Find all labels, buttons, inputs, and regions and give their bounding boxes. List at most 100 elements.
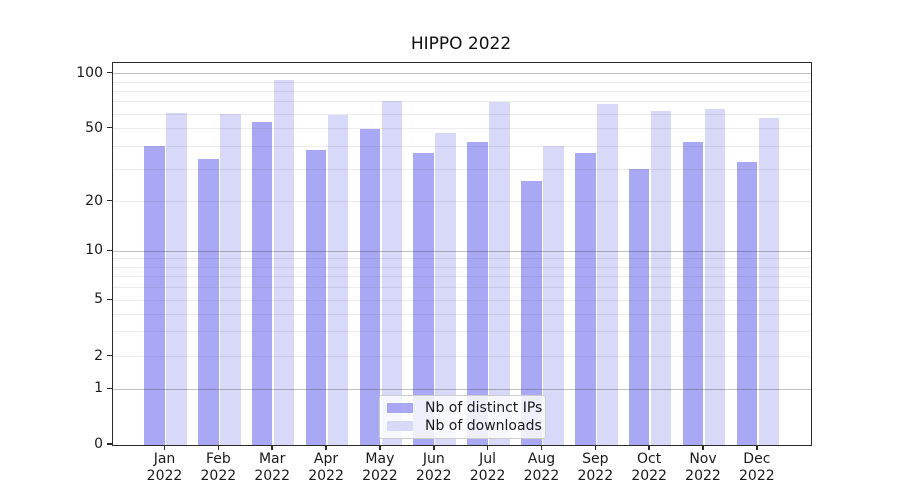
y-tick-label-10: 10 (85, 242, 103, 259)
x-tick-year: 2022 (415, 467, 452, 484)
major-gridline-1 (113, 388, 811, 390)
x-tick-label-oct: Oct 2022 (617, 451, 681, 484)
x-tick-year: 2022 (469, 467, 506, 484)
x-tick-mark-apr (325, 445, 327, 450)
x-tick-year: 2022 (685, 467, 721, 484)
bar-ips-feb (198, 159, 219, 445)
x-tick-label-aug: Aug 2022 (509, 451, 573, 484)
x-tick-month: Dec (743, 451, 771, 467)
bar-ips-jul (467, 142, 488, 445)
x-tick-label-jun: Jun 2022 (402, 451, 466, 484)
bar-ips-apr (305, 150, 327, 445)
legend-swatch-downloads-icon (387, 421, 413, 431)
minor-gridline-50 (113, 128, 811, 129)
x-tick-mark-aug (540, 445, 543, 450)
x-tick-mark-dec (756, 445, 758, 450)
y-tick-label-0: 0 (94, 436, 103, 452)
x-tick-year: 2022 (200, 467, 237, 484)
x-tick-mark-may (379, 445, 381, 450)
minor-gridline-4 (113, 313, 811, 315)
bar-ips-aug (521, 180, 542, 445)
bar-downloads-oct (650, 111, 672, 445)
minor-gridline-5 (113, 299, 811, 301)
x-tick-month: Nov (689, 451, 717, 467)
y-tick-mark-50 (106, 126, 112, 129)
x-tick-year: 2022 (362, 467, 398, 484)
y-tick-mark-2 (106, 354, 112, 357)
x-tick-label-may: May 2022 (348, 451, 412, 484)
y-tick-mark-0 (106, 443, 112, 445)
bar-ips-oct (628, 169, 650, 445)
minor-gridline-2 (113, 356, 811, 358)
bar-downloads-sep (597, 104, 618, 445)
minor-gridline-70 (113, 101, 811, 103)
bar-downloads-mar (273, 80, 295, 445)
y-tick-mark-100 (106, 71, 112, 74)
x-tick-label-feb: Feb 2022 (186, 451, 250, 484)
legend-label-downloads: Nb of downloads (425, 418, 542, 434)
bar-downloads-jun (435, 133, 457, 445)
y-tick-label-100: 100 (76, 64, 103, 81)
x-tick-mark-jan (163, 445, 166, 450)
x-tick-year: 2022 (308, 467, 344, 484)
bar-downloads-dec (758, 118, 780, 445)
x-tick-month: Jan (153, 451, 176, 467)
y-tick-label-2: 2 (94, 347, 103, 364)
x-tick-month: Sep (582, 451, 609, 467)
bar-ips-jan (144, 146, 165, 445)
bar-ips-mar (251, 122, 273, 445)
x-tick-label-dec: Dec 2022 (725, 451, 789, 484)
x-tick-label-jan: Jan 2022 (133, 451, 197, 484)
x-tick-month: Mar (258, 451, 286, 467)
bar-downloads-aug (543, 146, 564, 445)
x-tick-mark-feb (217, 445, 220, 450)
legend-label-distinct-ips: Nb of distinct IPs (425, 400, 543, 416)
plot-area: Nb of distinct IPs Nb of downloads (112, 62, 812, 446)
y-tick-mark-20 (106, 199, 112, 202)
minor-gridline-40 (113, 145, 811, 147)
x-tick-year: 2022 (631, 467, 667, 484)
bar-ips-sep (575, 152, 596, 445)
y-tick-mark-1 (106, 387, 112, 390)
x-tick-month: Apr (313, 451, 339, 467)
x-tick-label-mar: Mar 2022 (240, 451, 304, 484)
y-tick-mark-5 (106, 298, 112, 301)
bar-downloads-may (381, 100, 403, 445)
minor-gridline-80 (113, 90, 811, 92)
minor-gridline-30 (113, 168, 811, 170)
x-tick-label-nov: Nov 2022 (671, 451, 735, 484)
bar-downloads-nov (704, 108, 726, 445)
y-tick-label-50: 50 (85, 119, 103, 136)
x-tick-year: 2022 (577, 467, 614, 484)
bar-downloads-feb (220, 114, 241, 445)
x-tick-label-apr: Apr 2022 (294, 451, 358, 484)
x-tick-mark-jul (486, 445, 489, 450)
bar-downloads-apr (327, 115, 349, 445)
x-tick-month: May (365, 451, 395, 467)
major-gridline-100 (113, 73, 811, 75)
minor-gridline-9 (113, 258, 811, 260)
x-tick-year: 2022 (523, 467, 560, 484)
legend-row-distinct-ips: Nb of distinct IPs (387, 400, 542, 416)
minor-gridline-7 (113, 276, 811, 278)
y-tick-label-1: 1 (94, 380, 103, 397)
minor-gridline-3 (113, 331, 811, 333)
x-tick-year: 2022 (739, 467, 775, 484)
minor-gridline-90 (113, 81, 811, 83)
x-tick-label-jul: Jul 2022 (456, 451, 520, 484)
x-tick-label-sep: Sep 2022 (563, 451, 627, 484)
legend-swatch-distinct-ips-icon (387, 403, 413, 413)
bar-downloads-jan (166, 112, 187, 445)
x-tick-mark-sep (594, 445, 597, 450)
x-tick-year: 2022 (146, 467, 183, 484)
minor-gridline-6 (113, 286, 811, 288)
x-tick-month: Jun (422, 451, 445, 467)
x-tick-mark-oct (648, 445, 650, 450)
x-tick-month: Jul (479, 451, 497, 467)
minor-gridline-60 (113, 113, 811, 115)
bar-ips-nov (682, 142, 704, 445)
x-tick-month: Aug (527, 451, 556, 467)
minor-gridline-8 (113, 266, 811, 268)
bar-ips-may (359, 128, 381, 445)
